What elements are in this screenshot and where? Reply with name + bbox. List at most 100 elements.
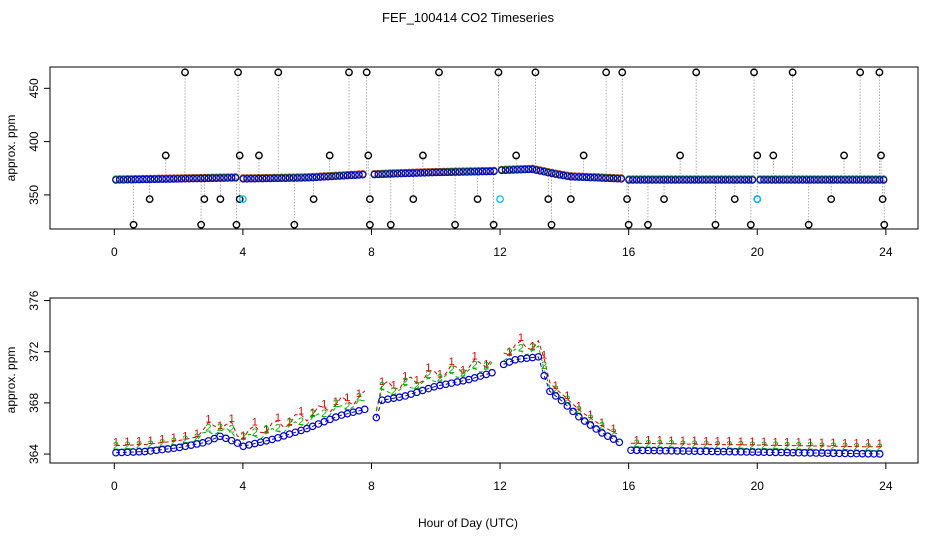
top-point-series-3 [733,176,741,184]
point-series-2: 2 [518,342,524,354]
point-series-1: 1 [159,434,165,446]
top-point-series-3 [127,175,136,184]
point-series-3 [858,449,867,458]
point-series-1: 1 [217,420,223,432]
point-series-1: 1 [865,438,871,450]
outlier-point [711,220,720,229]
top-point-series-3 [320,173,328,181]
top-point-series-3 [285,174,294,182]
top-point-series-3 [343,171,352,180]
point-series-1: 1 [773,436,779,448]
top-point-series-3 [744,176,753,184]
top-point-series-3 [671,176,680,184]
top-point-series-3 [648,176,656,184]
top-point-series-3 [301,174,309,182]
top-y-axis: 350 400 450 [27,78,50,205]
top-point-series-3 [386,170,394,178]
point-series-2: 2 [240,431,246,443]
point-series-3 [546,387,554,396]
top-point-series-3 [767,176,776,184]
top-point-series-3 [679,176,687,184]
top-point-series-3 [393,170,402,178]
x-tick-label: 4 [240,479,247,493]
y-tick-label: 368 [27,393,41,413]
top-point-series-3 [166,175,174,183]
x-tick-label: 16 [622,245,636,259]
outlier-point [325,151,334,160]
point-series-1: 1 [610,423,616,435]
point-series-2: 2 [448,364,454,376]
top-point-series-3 [578,173,587,182]
point-series-3 [702,447,710,456]
top-panel: 0 4 8 12 16 20 24 350 400 450 approx. ppm [4,66,919,259]
point-series-2: 2 [437,373,443,385]
point-series-1: 1 [263,424,269,436]
point-series-2: 2 [692,439,698,451]
x-tick-label: 8 [368,245,375,259]
top-point-series-3 [177,175,186,183]
point-series-1: 1 [657,435,663,447]
point-series-2: 2 [564,394,570,406]
top-point-series-3 [521,165,529,174]
point-series-1: 1 [472,350,478,362]
top-point-series-3 [710,176,718,184]
point-series-1: 1 [286,416,292,428]
top-point-series-3 [528,165,537,174]
outlier-point [804,220,813,229]
top-x-axis: 0 4 8 12 16 20 24 [111,229,893,259]
point-series-3 [823,449,832,457]
outlier-point [644,220,652,229]
outlier-point [365,220,374,229]
point-series-1: 1 [310,407,316,419]
point-series-3 [551,392,560,400]
point-series-2: 2 [321,408,327,420]
top-point-series-3 [146,175,155,184]
point-series-3 [864,449,872,458]
point-series-1: 1 [749,436,755,448]
point-series-3 [563,402,572,410]
top-point-series-3 [698,176,707,184]
point-series-3 [534,353,543,361]
point-series-1: 1 [483,358,489,370]
point-series-3 [615,438,624,447]
point-series-1: 1 [761,436,767,448]
top-point-series-3 [501,166,510,174]
top-point-series-3 [150,175,159,184]
point-series-1: 1 [425,362,431,374]
point-series-1: 1 [402,371,408,383]
top-point-series-3 [382,170,390,178]
top-point-series-3 [544,168,552,177]
top-point-series-3 [455,168,463,176]
point-series-3 [580,417,589,425]
point-series-2: 2 [784,440,790,452]
top-point-series-3 [482,167,491,176]
point-series-3 [638,446,647,455]
top-point-series-3 [467,168,475,176]
top-point-series-3 [802,176,811,184]
point-series-3 [656,446,664,455]
top-point-series-3 [305,174,313,182]
point-series-3 [632,446,641,455]
point-series-2: 2 [668,439,674,451]
top-point-series-3 [112,176,120,184]
top-point-series-3 [220,174,228,182]
point-series-3 [800,449,809,457]
top-point-series-3 [335,172,344,180]
outlier-point [290,220,299,229]
top-point-series-3 [617,175,626,183]
top-point-series-3 [517,165,525,174]
point-series-2: 2 [483,360,489,372]
point-series-2: 2 [217,422,223,434]
point-series-2: 2 [252,427,258,439]
top-point-series-3 [706,176,714,184]
top-point-series-3 [227,174,236,182]
point-series-3 [569,407,577,416]
point-series-1: 1 [136,436,142,448]
top-point-series-3 [231,174,240,182]
outlier-point [234,68,242,77]
point-series-1: 1 [796,437,802,449]
top-point-series-3 [397,169,406,178]
point-series-2: 2 [645,438,651,450]
top-point-series-3 [860,176,869,184]
